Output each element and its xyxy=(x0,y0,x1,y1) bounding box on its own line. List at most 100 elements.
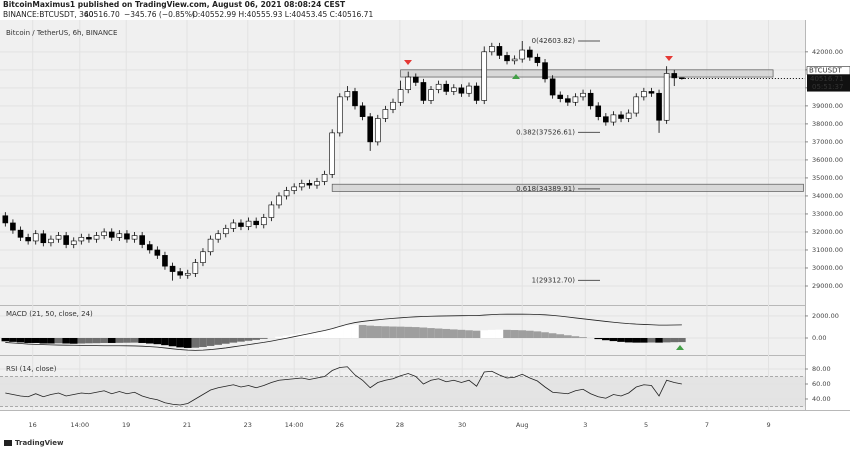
macd-bar xyxy=(602,338,610,341)
y-tick-label: 34000.00 xyxy=(812,192,843,200)
macd-line xyxy=(5,313,682,351)
macd-bar xyxy=(533,331,542,338)
candle-body xyxy=(610,114,617,123)
candle-body xyxy=(25,237,31,242)
candle-body xyxy=(557,94,564,99)
macd-bar xyxy=(54,338,63,344)
candle-body xyxy=(671,73,678,79)
macd-bar xyxy=(328,328,336,338)
macd-bar xyxy=(1,338,10,342)
macd-bar xyxy=(335,326,344,338)
macd-bar xyxy=(351,324,359,338)
macd-bar xyxy=(69,338,78,344)
candle-body xyxy=(78,237,85,242)
fib-label: 0.382(37526.61) xyxy=(516,128,575,136)
y-tick-label: 2000.00 xyxy=(812,312,839,320)
y-tick-label: 30000.00 xyxy=(812,264,843,272)
y-tick-label: 35000.00 xyxy=(812,174,843,182)
candle-body xyxy=(253,220,259,226)
candle-body xyxy=(405,76,412,90)
candle-body xyxy=(390,101,396,110)
price-tag: 40516.71 xyxy=(810,75,843,83)
candle-body xyxy=(413,76,419,83)
candle-body xyxy=(359,105,366,117)
candle-body xyxy=(215,233,221,240)
candle-body xyxy=(32,233,39,242)
macd-bar xyxy=(16,338,25,343)
macd-bar xyxy=(488,329,496,338)
macd-bar xyxy=(503,329,511,338)
candle-body xyxy=(116,233,123,238)
macd-bar xyxy=(176,338,184,348)
macd-bar xyxy=(480,330,489,338)
candle-body xyxy=(276,195,282,206)
y-tick-label: 39000.00 xyxy=(812,102,843,110)
macd-bar xyxy=(655,338,663,343)
macd-bar xyxy=(564,335,572,338)
macd-bar xyxy=(153,338,162,345)
author-line: BitcoinMaximus1 published on TradingView… xyxy=(3,0,346,9)
candle-body xyxy=(504,55,510,62)
macd-bar xyxy=(85,338,93,344)
zone xyxy=(400,69,774,78)
macd-bar xyxy=(191,338,200,348)
candle-body xyxy=(466,85,472,94)
macd-bar xyxy=(457,329,466,338)
plot-background xyxy=(0,20,805,410)
macd-bar xyxy=(31,338,40,343)
x-tick-label: 21 xyxy=(183,421,191,429)
y-tick-label: 42000.00 xyxy=(812,48,843,56)
macd-bar xyxy=(305,332,314,338)
candle-body xyxy=(162,255,168,267)
macd-bar xyxy=(662,338,671,343)
x-tick-label: 28 xyxy=(396,421,404,429)
macd-bar xyxy=(221,338,230,344)
candle-body xyxy=(139,235,145,245)
x-tick-label: 23 xyxy=(244,421,252,429)
x-tick-label: 7 xyxy=(705,421,709,429)
candle-body xyxy=(565,98,571,103)
zone xyxy=(331,183,804,192)
macd-bar xyxy=(373,326,382,338)
candle-body xyxy=(238,222,244,227)
symbol: BINANCE:BTCUSDT, 360 xyxy=(3,10,94,19)
macd-bar xyxy=(404,326,413,338)
candle-body xyxy=(663,73,670,121)
candle-body xyxy=(542,62,548,80)
candle-body xyxy=(443,83,450,92)
macd-bar xyxy=(313,331,321,338)
candle-body xyxy=(397,89,404,103)
candle-body xyxy=(124,233,130,240)
candle-body xyxy=(344,91,351,98)
candle-body xyxy=(587,92,594,107)
candle-body xyxy=(169,265,176,272)
candle-body xyxy=(367,116,373,143)
candle-body xyxy=(268,204,275,218)
candle-body xyxy=(618,114,624,119)
candle-body xyxy=(291,186,297,191)
macd-bar xyxy=(123,338,131,343)
candle-body xyxy=(154,249,161,256)
candle-body xyxy=(245,220,252,227)
candle-body xyxy=(230,222,237,229)
macd-bar xyxy=(548,333,557,338)
candle-body xyxy=(352,91,358,107)
rsi-title: RSI (14, close) xyxy=(6,365,57,373)
y-tick-label: 0.00 xyxy=(812,334,826,342)
macd-bar xyxy=(92,338,101,344)
macd-bar xyxy=(510,330,519,338)
macd-bar xyxy=(556,334,565,338)
macd-bar xyxy=(472,330,481,338)
candle-body xyxy=(572,96,579,103)
macd-bar xyxy=(206,338,215,346)
candle-body xyxy=(481,51,488,101)
macd-bar xyxy=(24,338,32,343)
macd-bar xyxy=(47,338,55,344)
candle-body xyxy=(184,273,191,276)
macd-bar xyxy=(39,338,48,344)
macd-bar xyxy=(168,338,177,347)
candle-body xyxy=(511,58,518,62)
candle-body xyxy=(86,237,92,240)
macd-bar xyxy=(183,338,192,348)
y-tick-label: 80.00 xyxy=(812,365,831,373)
